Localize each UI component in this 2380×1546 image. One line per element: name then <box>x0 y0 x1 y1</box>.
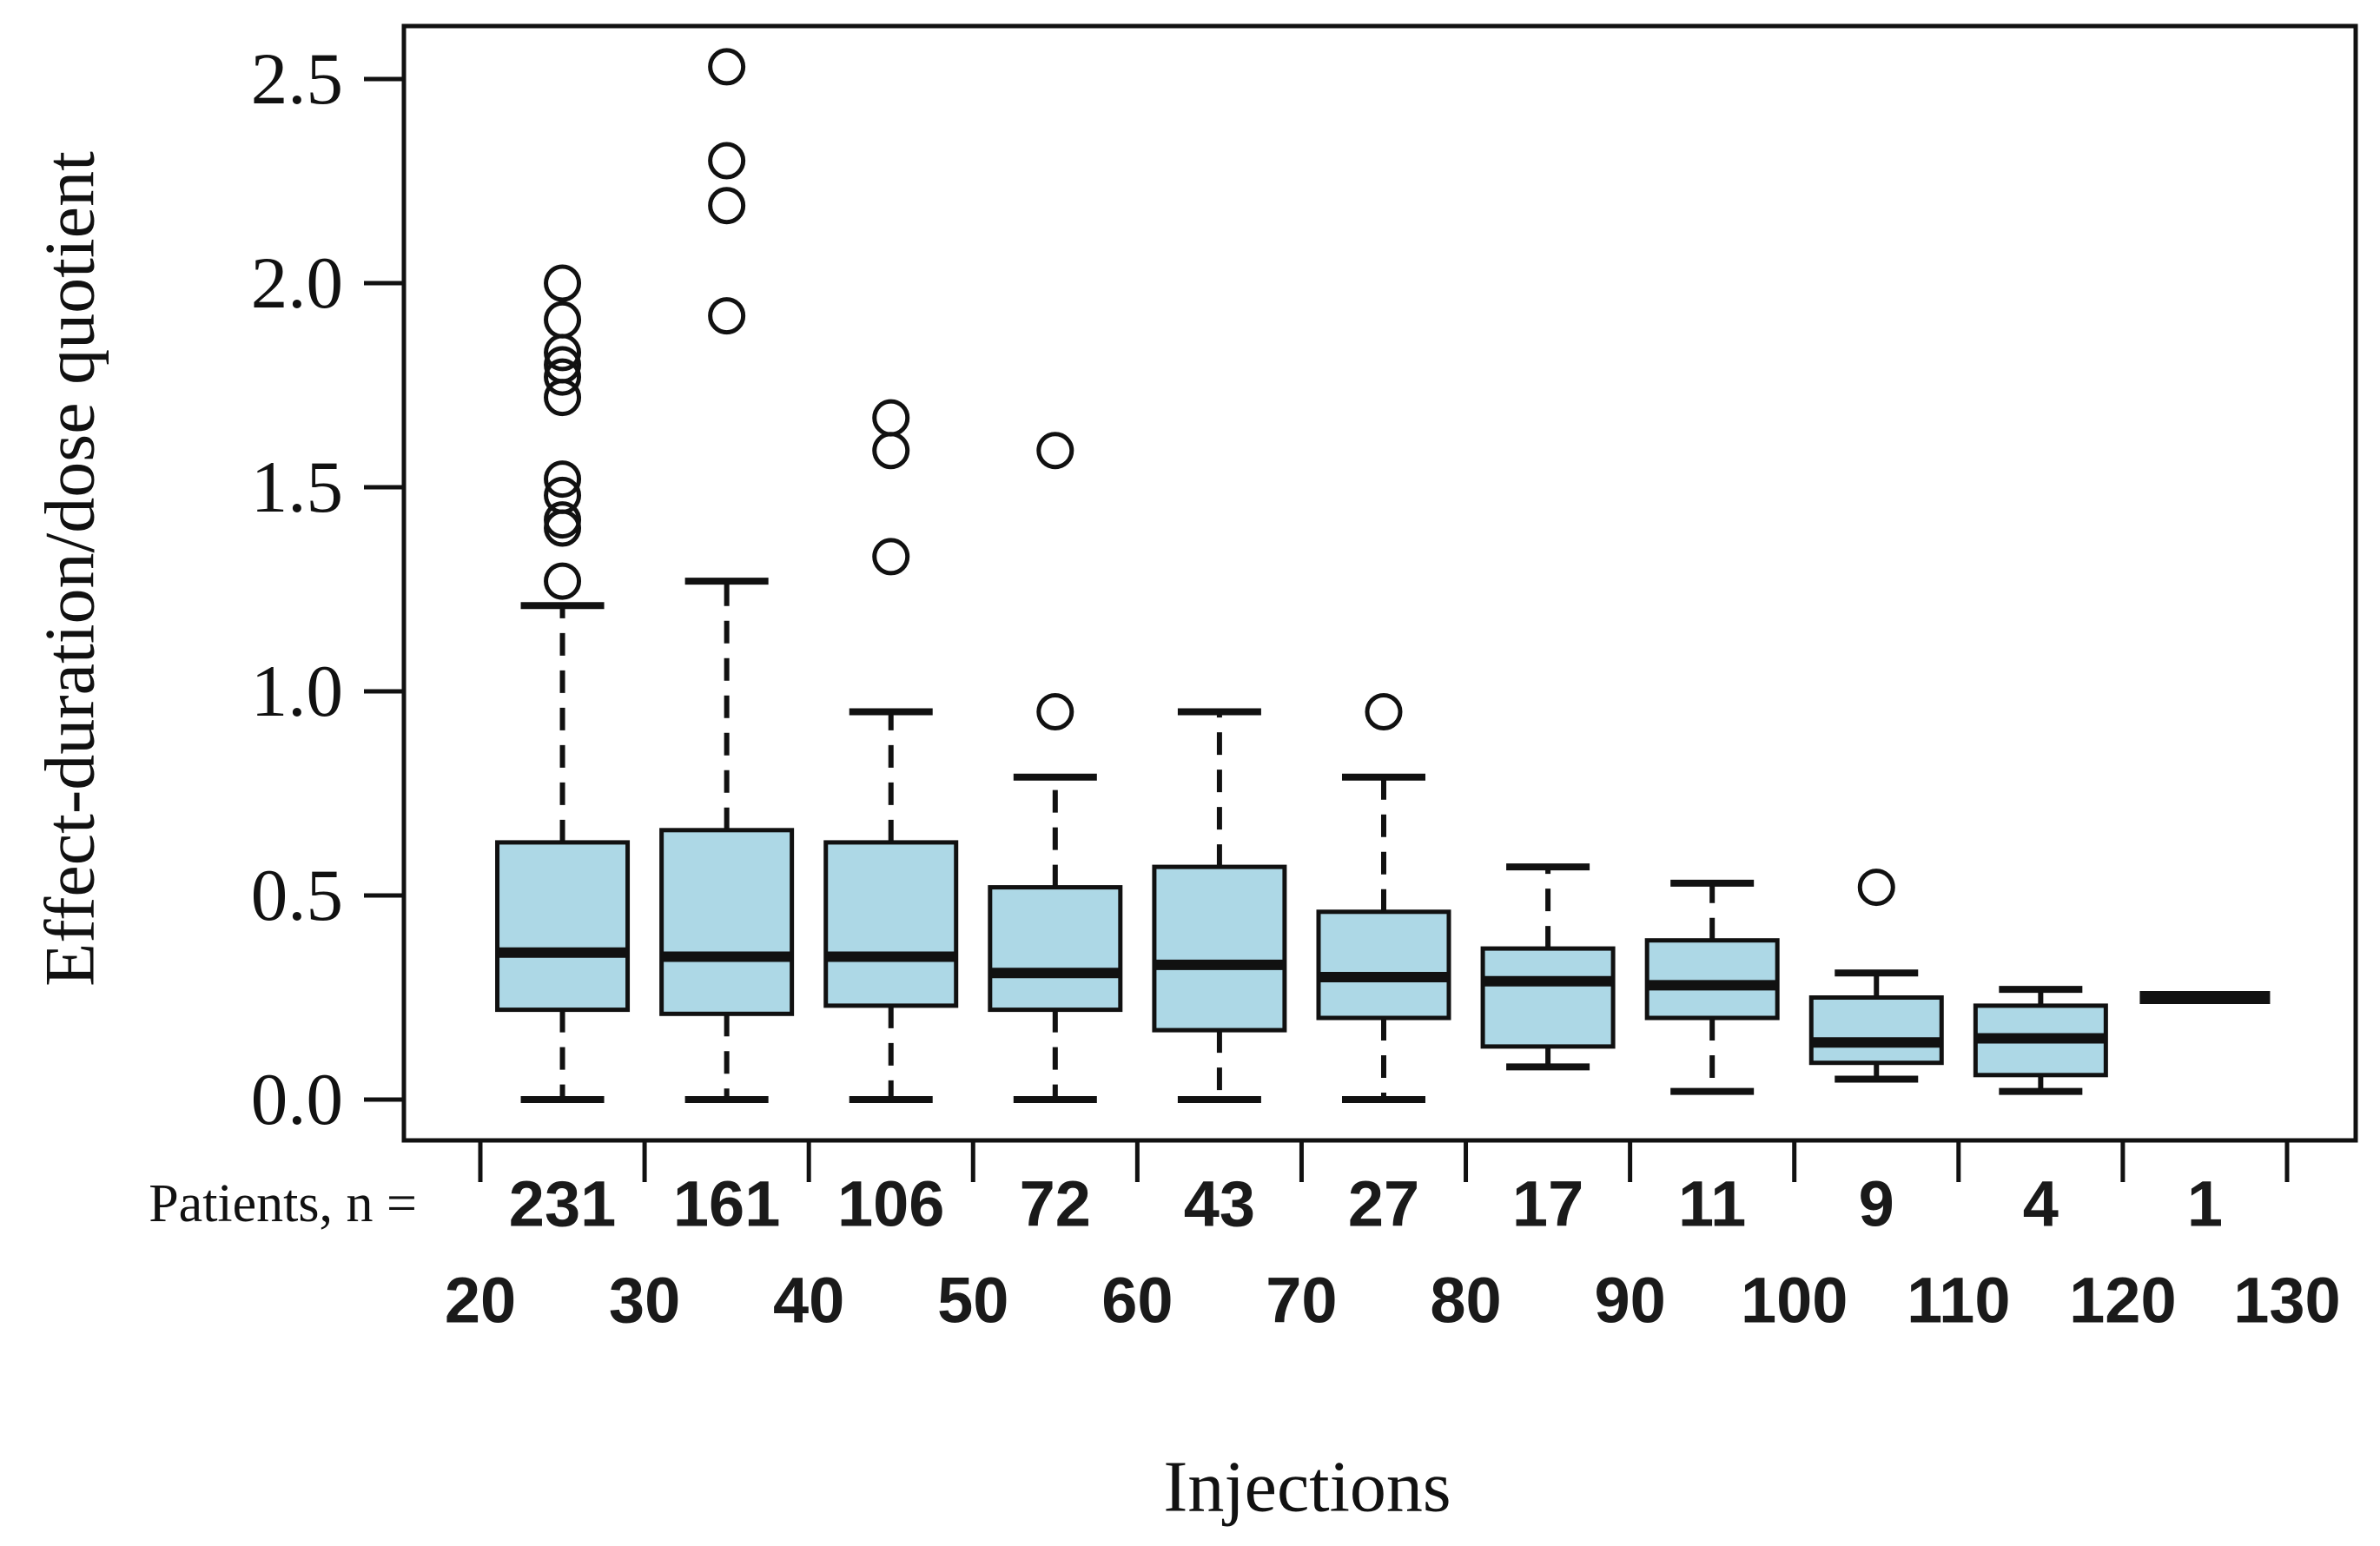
patients-row-label: Patients, n = <box>149 1174 417 1233</box>
patient-count: 27 <box>1348 1168 1419 1240</box>
box-rect <box>1316 909 1451 1021</box>
outlier-circle <box>1365 693 1403 730</box>
x-tick-label: 130 <box>2233 1265 2340 1337</box>
patient-count: 161 <box>673 1168 780 1240</box>
x-tick-label: 20 <box>445 1265 516 1337</box>
y-tick-label: 1.0 <box>251 651 343 732</box>
box-rect <box>1808 995 1944 1066</box>
plot-border <box>401 23 2358 1143</box>
patient-count: 43 <box>1184 1168 1255 1240</box>
patient-count: 11 <box>1678 1168 1746 1240</box>
patient-count: 17 <box>1512 1168 1583 1240</box>
outlier-circle <box>708 297 746 335</box>
box-rect <box>1644 938 1780 1021</box>
outlier-circle <box>544 346 582 384</box>
outlier-circle <box>708 187 746 225</box>
boxplot-group: 72 <box>988 432 1123 1240</box>
patient-count: 106 <box>837 1168 944 1240</box>
y-tick-label: 0.5 <box>251 855 343 936</box>
boxplot-group: 231 <box>495 264 631 1240</box>
x-tick-label: 100 <box>1741 1265 1848 1337</box>
boxplot-group: 43 <box>1152 708 1287 1240</box>
boxplot-group: 17 <box>1480 863 1616 1240</box>
y-axis-label: Effect-duration/dose quotient <box>30 151 109 987</box>
boxplot-group: 4 <box>1973 986 2108 1240</box>
box-rect <box>823 840 959 1008</box>
x-tick-label: 110 <box>1907 1265 2010 1337</box>
outlier-circle <box>544 476 582 514</box>
x-tick-label: 50 <box>937 1265 1008 1337</box>
outlier-circle <box>872 399 910 437</box>
outlier-circle <box>1036 693 1074 730</box>
outlier-circle <box>872 432 910 470</box>
outlier-circle <box>544 460 582 499</box>
outlier-circle <box>708 48 746 86</box>
boxplot-group: 161 <box>659 48 795 1240</box>
x-tick-label: 80 <box>1430 1265 1501 1337</box>
boxplot-group: 9 <box>1808 869 1944 1240</box>
x-tick-label: 60 <box>1101 1265 1173 1337</box>
outlier-circle <box>544 562 582 600</box>
x-tick-label: 120 <box>2069 1265 2176 1337</box>
boxplot-group: 27 <box>1316 693 1451 1240</box>
box-rect <box>1480 946 1616 1049</box>
box-rect <box>1152 864 1287 1033</box>
box-rect <box>495 840 631 1013</box>
y-tick-label: 0.0 <box>251 1059 343 1140</box>
boxplot-group: 11 <box>1644 879 1780 1240</box>
outlier-circle <box>544 501 582 539</box>
outlier-circle <box>872 538 910 576</box>
x-tick-label: 30 <box>609 1265 680 1337</box>
box-rect <box>988 885 1123 1013</box>
outlier-circle <box>708 142 746 180</box>
y-tick-label: 2.0 <box>251 242 343 324</box>
x-axis-label: Injections <box>1163 1447 1451 1528</box>
boxplot-group: 106 <box>823 399 959 1240</box>
outlier-circle <box>544 509 582 547</box>
patient-count: 231 <box>509 1168 616 1240</box>
y-tick-label: 2.5 <box>251 38 343 120</box>
patient-count: 72 <box>1020 1168 1091 1240</box>
patient-count: 4 <box>2023 1168 2059 1240</box>
y-tick-label: 1.5 <box>251 446 343 528</box>
outlier-circle <box>544 264 582 302</box>
patient-count: 9 <box>1859 1168 1894 1240</box>
x-tick-label: 70 <box>1266 1265 1337 1337</box>
outlier-circle <box>1036 432 1074 470</box>
outlier-circle <box>544 301 582 339</box>
outlier-circle <box>544 358 582 396</box>
outlier-circle <box>1857 869 1895 907</box>
box-rect <box>659 828 795 1016</box>
patient-count: 1 <box>2187 1168 2223 1240</box>
x-tick-label: 40 <box>773 1265 844 1337</box>
x-tick-label: 90 <box>1594 1265 1665 1337</box>
boxplot-group: 1 <box>2139 991 2271 1240</box>
